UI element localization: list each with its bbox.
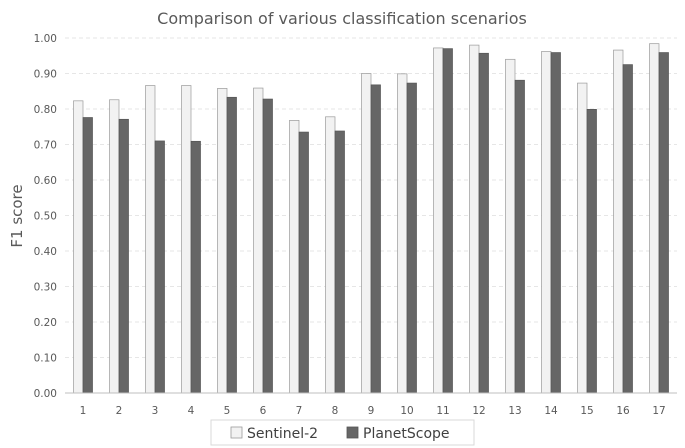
bar-planetscope <box>658 52 669 394</box>
legend-label: PlanetScope <box>363 426 450 442</box>
bar-sentinel-2 <box>577 82 588 394</box>
x-tick-label: 14 <box>544 405 558 417</box>
y-tick-label: 0.20 <box>34 317 57 329</box>
x-tick-label: 2 <box>116 405 123 417</box>
legend-box <box>210 419 475 446</box>
bar-planetscope <box>118 118 129 394</box>
bar-sentinel-2 <box>145 85 156 394</box>
y-tick-label: 0.30 <box>34 282 57 294</box>
x-axis-ticks: 1 2 3 4 5 6 7 8 9 10 11 12 13 14 15 16 17 <box>80 405 666 417</box>
bar-planetscope <box>478 52 489 394</box>
legend-label: Sentinel-2 <box>247 426 318 442</box>
bar-sentinel-2 <box>541 51 552 394</box>
bar-sentinel-2 <box>433 47 444 394</box>
bar-planetscope <box>334 130 345 394</box>
bar-planetscope <box>82 117 93 394</box>
bar-planetscope <box>586 109 597 394</box>
x-tick-label: 16 <box>616 405 630 417</box>
bar-planetscope <box>154 140 165 394</box>
chart-title: Comparison of various classification sce… <box>157 9 527 28</box>
bar-planetscope <box>514 79 525 394</box>
bar-planetscope <box>298 131 309 394</box>
x-tick-label: 15 <box>580 405 593 417</box>
bar-sentinel-2 <box>73 100 84 394</box>
bar-sentinel-2 <box>397 73 408 394</box>
x-tick-label: 10 <box>400 405 413 417</box>
x-tick-label: 13 <box>508 405 521 417</box>
legend-swatch <box>346 426 359 439</box>
y-tick-label: 0.80 <box>34 104 57 116</box>
legend-swatch <box>230 426 243 439</box>
bar-sentinel-2 <box>505 58 516 394</box>
bar-sentinel-2 <box>649 43 660 394</box>
bar-sentinel-2 <box>325 116 336 394</box>
bar-planetscope <box>406 82 417 394</box>
x-tick-label: 11 <box>436 405 449 417</box>
bar-sentinel-2 <box>289 120 300 394</box>
x-tick-label: 9 <box>368 405 375 417</box>
y-tick-label: 0.90 <box>34 69 57 81</box>
bar-planetscope <box>190 140 201 394</box>
bar-sentinel-2 <box>181 85 192 394</box>
y-axis-label: F1 score <box>8 184 26 247</box>
bar-planetscope <box>442 48 453 394</box>
y-tick-label: 0.60 <box>34 175 57 187</box>
bar-planetscope <box>622 64 633 394</box>
y-tick-label: 0.50 <box>34 211 57 223</box>
x-tick-label: 3 <box>152 405 159 417</box>
bar-planetscope <box>226 96 237 394</box>
bars <box>73 43 669 394</box>
bar-sentinel-2 <box>361 73 372 394</box>
x-tick-label: 6 <box>260 405 267 417</box>
bar-planetscope <box>550 52 561 394</box>
y-tick-label: 0.00 <box>34 388 57 400</box>
x-tick-label: 8 <box>332 405 339 417</box>
x-tick-label: 4 <box>188 405 195 417</box>
bar-sentinel-2 <box>253 87 264 394</box>
y-tick-label: 0.40 <box>34 246 57 258</box>
y-tick-label: 0.70 <box>34 140 57 152</box>
x-tick-label: 17 <box>652 405 665 417</box>
x-tick-label: 5 <box>224 405 231 417</box>
bar-sentinel-2 <box>217 88 228 394</box>
bar-planetscope <box>262 98 273 394</box>
gridlines <box>65 37 677 358</box>
legend: Sentinel-2 PlanetScope <box>210 419 475 446</box>
x-tick-label: 7 <box>296 405 303 417</box>
bar-sentinel-2 <box>613 49 624 394</box>
bar-sentinel-2 <box>469 44 480 394</box>
bar-planetscope <box>370 84 381 394</box>
y-tick-label: 1.00 <box>34 33 57 45</box>
y-tick-label: 0.10 <box>34 353 57 365</box>
x-tick-label: 1 <box>80 405 87 417</box>
x-tick-label: 12 <box>472 405 485 417</box>
bar-sentinel-2 <box>109 99 120 394</box>
y-axis-ticks: 0.00 0.10 0.20 0.30 0.40 0.50 0.60 0.70 0.80 0.90… <box>34 33 57 400</box>
